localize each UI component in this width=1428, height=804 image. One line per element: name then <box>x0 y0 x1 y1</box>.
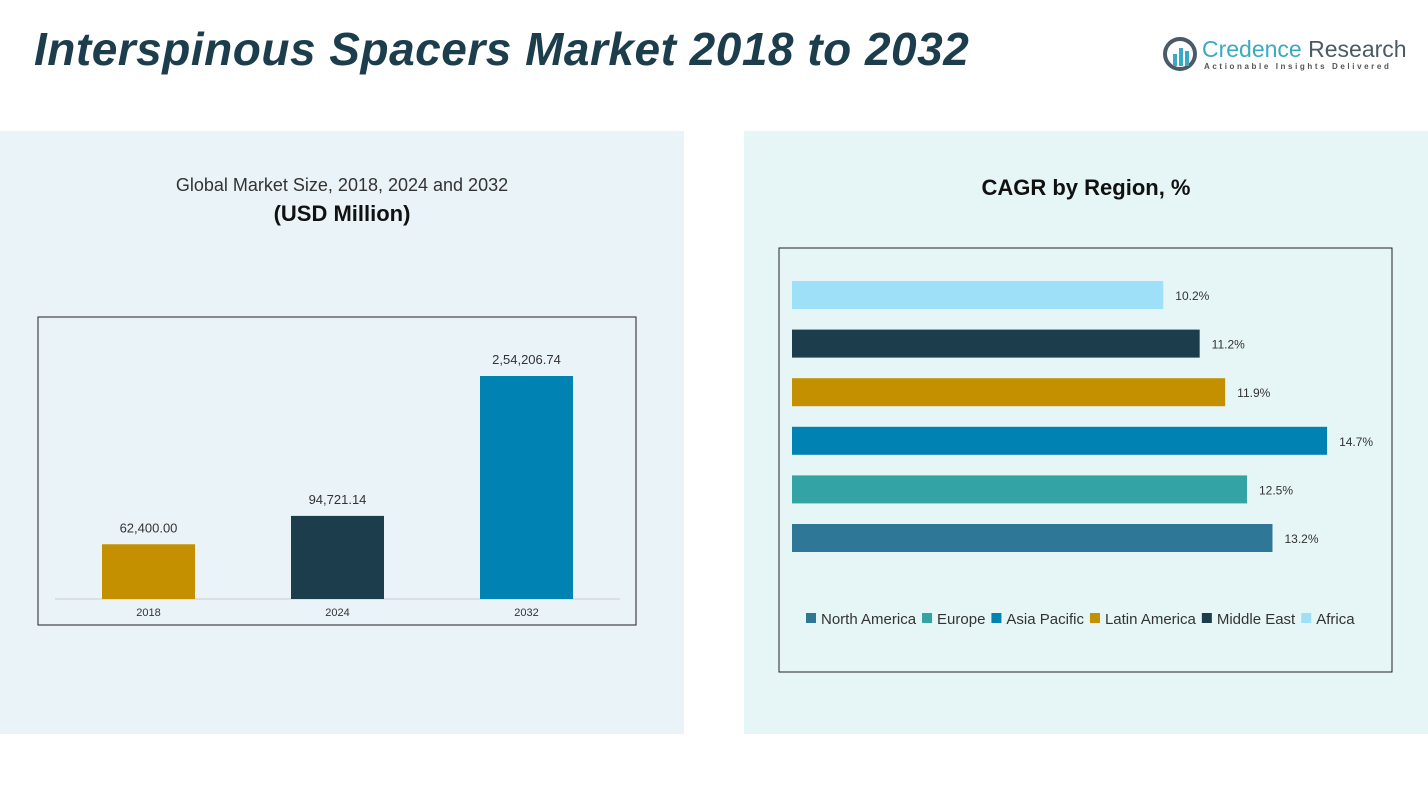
bar-North America <box>792 524 1273 552</box>
x-tick-label: 2018 <box>136 607 160 619</box>
left-chart-title: Global Market Size, 2018, 2024 and 2032 <box>175 175 509 195</box>
legend-item: Asia Pacific <box>1006 611 1084 628</box>
logo-tagline: Actionable Insights Delivered <box>1204 62 1392 71</box>
bar-Latin America <box>792 378 1226 407</box>
data-label: 94,721.14 <box>309 492 367 507</box>
x-tick-label: 2032 <box>514 607 538 619</box>
bar-Asia Pacific <box>792 426 1328 455</box>
data-label: 62,400.00 <box>120 520 178 535</box>
bar-Europe <box>792 475 1247 504</box>
left-chart-frame <box>37 316 637 626</box>
bar-2024 <box>291 515 384 599</box>
legend-item: Europe <box>937 611 985 628</box>
legend-swatch <box>991 613 1002 623</box>
bar-Africa <box>792 281 1164 309</box>
bar-2018 <box>102 544 195 599</box>
logo-name: Credence Research <box>1202 36 1407 62</box>
left-chart-subtitle: (USD Million) <box>273 201 411 226</box>
legend-swatch <box>806 613 816 623</box>
data-label: 11.2% <box>1212 338 1245 352</box>
right-chart-frame <box>778 247 1393 673</box>
legend-item: North America <box>821 611 917 628</box>
logo-icon <box>1163 37 1197 71</box>
legend-swatch <box>922 613 933 623</box>
bar-Middle East <box>792 329 1200 358</box>
data-label: 2,54,206.74 <box>492 352 561 367</box>
legend-item: Middle East <box>1217 611 1296 628</box>
bar-2032 <box>480 376 573 599</box>
data-label: 13.2% <box>1284 532 1318 546</box>
legend-swatch <box>1301 613 1312 623</box>
data-label: 11.9% <box>1237 386 1270 400</box>
legend-swatch <box>1201 613 1212 623</box>
legend-item: Africa <box>1316 611 1355 628</box>
x-tick-label: 2024 <box>325 607 349 619</box>
data-label: 12.5% <box>1259 483 1293 497</box>
data-label: 10.2% <box>1175 289 1209 303</box>
page-title: Interspinous Spacers Market 2018 to 2032 <box>34 23 970 75</box>
legend-item: Latin America <box>1105 611 1197 628</box>
data-label: 14.7% <box>1339 435 1373 449</box>
legend-swatch <box>1089 613 1100 623</box>
right-chart-title: CAGR by Region, % <box>981 175 1191 200</box>
